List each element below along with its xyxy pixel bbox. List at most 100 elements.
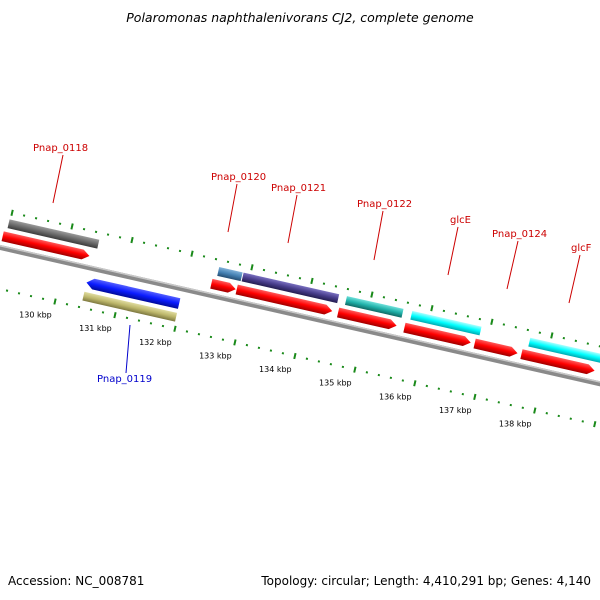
tick-mark: [77, 305, 81, 309]
tick-mark: [478, 317, 482, 321]
tick-mark: [190, 250, 194, 257]
tick-mark: [53, 298, 57, 305]
tick-mark: [593, 420, 597, 428]
label-glcF[interactable]: glcF: [571, 243, 592, 254]
cds-arrow-Pnap_0118[interactable]: [1, 231, 91, 260]
tick-mark: [46, 219, 50, 223]
cds-arrow-Pnap_0121[interactable]: [235, 284, 334, 316]
forward-cds-track: [1, 231, 595, 375]
map-title: Polaromonas naphthalenivorans CJ2, compl…: [126, 10, 474, 25]
tick-mark: [221, 338, 225, 341]
tick-mark: [509, 403, 512, 407]
scale-label: 138 kbp: [499, 420, 532, 429]
tick-mark: [310, 277, 314, 285]
tick-mark: [94, 230, 98, 234]
tick-mark: [370, 291, 374, 298]
cds-arrow-Pnap_0122[interactable]: [337, 307, 398, 331]
tick-mark: [257, 346, 261, 350]
tick-mark: [82, 227, 86, 231]
tick-mark: [442, 309, 446, 313]
gene-Pnap_0119-arrow[interactable]: [85, 277, 181, 309]
tick-mark: [490, 318, 494, 325]
scale-label: 133 kbp: [199, 351, 232, 360]
tick-mark: [65, 303, 69, 306]
tick-mark: [173, 325, 177, 332]
scale-label: 137 kbp: [439, 406, 472, 415]
tick-mark: [10, 209, 14, 216]
tick-mark: [70, 223, 74, 230]
gene-glcF[interactable]: [528, 337, 600, 367]
gene-Pnap_0122[interactable]: [344, 296, 404, 318]
scale-label: 131 kbp: [79, 324, 112, 333]
cds-arrow-glcF[interactable]: [520, 349, 595, 375]
tick-mark: [178, 249, 182, 253]
tick-mark: [29, 294, 33, 298]
tick-mark: [454, 312, 458, 315]
tick-mark: [461, 392, 465, 396]
upper-tick-track: [10, 209, 600, 348]
tick-mark: [334, 285, 338, 288]
label-Pnap_0119[interactable]: Pnap_0119: [97, 374, 152, 385]
tick-mark: [466, 315, 470, 318]
lower-tick-track: [5, 289, 597, 428]
tick-mark: [305, 357, 309, 360]
tick-mark: [473, 393, 477, 401]
label-Pnap_0120[interactable]: Pnap_0120: [211, 172, 266, 183]
cds-arrow-glcE[interactable]: [403, 322, 472, 348]
gene-labels: Pnap_0118 Pnap_0120 Pnap_0121 Pnap_0122 …: [33, 143, 592, 385]
gene-glcE[interactable]: [410, 310, 482, 336]
tick-mark: [5, 289, 9, 292]
tick-mark: [262, 268, 266, 272]
tick-mark: [581, 420, 584, 423]
tick-mark: [214, 257, 218, 261]
gene-Pnap_0121[interactable]: [241, 272, 340, 304]
cds-arrow-Pnap_0120[interactable]: [210, 278, 237, 294]
tick-mark: [557, 414, 560, 418]
tick-mark: [413, 380, 417, 387]
tick-mark: [322, 282, 326, 285]
label-Pnap_0122[interactable]: Pnap_0122: [357, 199, 412, 210]
tick-mark: [118, 236, 122, 239]
tick-mark: [22, 214, 26, 217]
tick-mark: [586, 342, 590, 345]
gene-Pnap_0120[interactable]: [217, 267, 243, 282]
tick-mark: [449, 390, 453, 393]
accession-text: Accession: NC_008781: [8, 574, 145, 588]
tick-mark: [34, 217, 38, 220]
tick-mark: [154, 244, 158, 247]
tick-mark: [394, 298, 398, 302]
label-glcE[interactable]: glcE: [450, 215, 471, 226]
genome-backbone: [0, 240, 600, 392]
tick-mark: [149, 322, 153, 325]
tick-mark: [430, 305, 434, 312]
cds-arrow-Pnap_0124[interactable]: [473, 338, 519, 358]
tick-mark: [226, 260, 230, 264]
tick-mark: [521, 406, 524, 409]
tick-mark: [142, 241, 146, 244]
tick-mark: [245, 343, 249, 347]
tick-mark: [365, 371, 369, 374]
gene-Pnap_0118[interactable]: [7, 219, 100, 249]
tick-mark: [274, 271, 278, 274]
tick-mark: [485, 398, 489, 401]
tick-mark: [502, 323, 506, 326]
tick-mark: [125, 316, 129, 320]
tick-mark: [209, 335, 213, 339]
tick-mark: [406, 301, 410, 304]
tick-mark: [569, 417, 572, 420]
tick-mark: [533, 407, 537, 414]
tick-mark: [106, 233, 110, 236]
tick-mark: [202, 255, 206, 258]
label-Pnap_0121[interactable]: Pnap_0121: [271, 183, 326, 194]
tick-mark: [418, 304, 422, 307]
gene-Pnap_0119[interactable]: [82, 291, 178, 322]
scale-label: 135 kbp: [319, 379, 352, 388]
label-Pnap_0124[interactable]: Pnap_0124: [492, 229, 547, 240]
tick-mark: [437, 387, 441, 390]
tick-mark: [574, 339, 578, 343]
tick-mark: [341, 365, 345, 369]
label-Pnap_0118[interactable]: Pnap_0118: [33, 143, 88, 154]
tick-mark: [526, 328, 530, 332]
